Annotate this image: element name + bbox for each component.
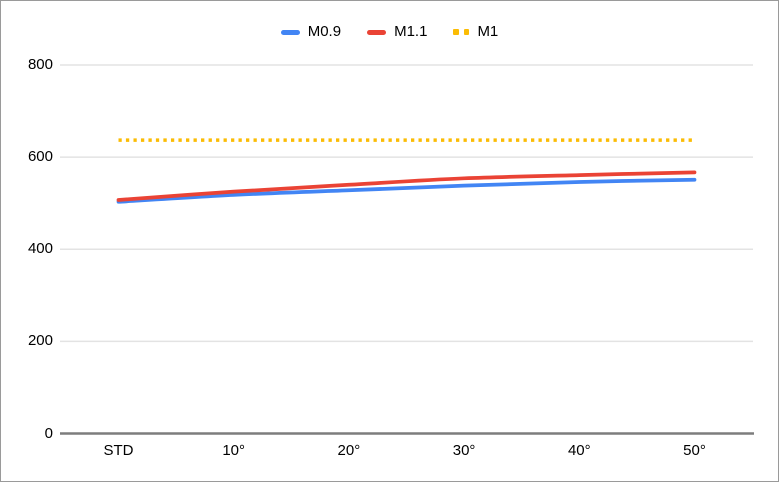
legend-label-m0-9: M0.9 — [307, 23, 342, 40]
x-tick-label: 30° — [452, 442, 476, 459]
legend-item-m0-9: M0.9 — [280, 23, 342, 40]
legend-label-m1: M1 — [477, 23, 499, 40]
chart-legend: M0.9 M1.1 M1 — [1, 24, 778, 40]
y-tick-label: 0 — [44, 424, 53, 442]
x-tick-label: 20° — [337, 442, 361, 459]
legend-label-m1-1: M1.1 — [394, 23, 428, 40]
legend-item-m1-1: M1.1 — [367, 24, 427, 40]
legend-swatch-m1-1 — [367, 29, 387, 35]
y-tick-label: 600 — [27, 148, 53, 166]
series-line-m0-9 — [116, 177, 697, 204]
series-line-m1-1 — [116, 170, 697, 202]
x-tick-label: 40° — [567, 442, 591, 459]
x-tick-label: 50° — [683, 442, 706, 459]
x-tick-label: STD — [103, 442, 134, 459]
legend-swatch-m1 — [453, 29, 470, 35]
legend-swatch-m0-9 — [280, 29, 300, 35]
y-tick-label: 400 — [27, 240, 53, 258]
legend-item-m1: M1 — [453, 24, 498, 40]
x-tick-label: 10° — [222, 442, 246, 459]
y-tick-label: 800 — [27, 56, 53, 73]
y-tick-label: 200 — [27, 332, 53, 350]
